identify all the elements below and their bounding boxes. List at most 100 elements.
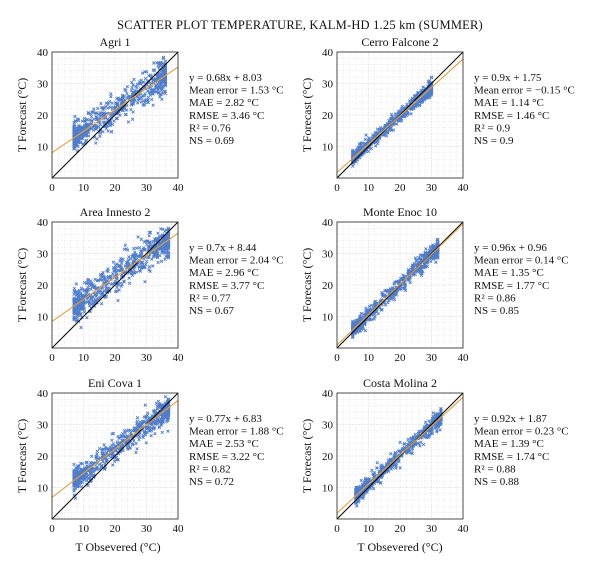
data-point	[84, 133, 88, 138]
data-point	[97, 291, 102, 295]
data-point	[418, 444, 422, 448]
data-point	[388, 117, 393, 122]
data-point	[163, 257, 167, 262]
data-point	[152, 426, 156, 430]
data-point	[155, 82, 160, 86]
data-point	[125, 91, 129, 96]
data-point	[392, 463, 396, 467]
stat-label: MAE = 2.53 °C	[189, 438, 259, 450]
data-point	[84, 118, 88, 122]
data-point	[438, 428, 442, 432]
data-point	[126, 258, 131, 262]
data-point	[111, 260, 116, 264]
data-point	[389, 126, 393, 130]
data-point	[139, 100, 144, 104]
data-point	[401, 446, 406, 451]
data-point	[425, 435, 429, 440]
data-point	[394, 462, 399, 466]
data-point	[351, 335, 355, 340]
data-point	[110, 101, 114, 105]
data-point	[89, 114, 94, 119]
data-point	[132, 271, 136, 275]
data-point	[96, 278, 101, 283]
data-point	[142, 98, 146, 103]
data-point	[392, 294, 396, 298]
panel-title: Agri 1	[100, 35, 131, 49]
data-point	[79, 301, 84, 305]
data-point	[161, 56, 165, 61]
data-point	[406, 269, 411, 273]
data-point	[156, 260, 160, 265]
data-point	[414, 102, 418, 106]
stat-label: NS = 0.9	[474, 135, 514, 147]
data-point	[423, 420, 428, 424]
data-point	[79, 484, 84, 489]
data-point	[145, 425, 149, 430]
data-point	[77, 288, 82, 293]
identity-line	[51, 221, 179, 349]
data-point	[159, 92, 163, 97]
data-point	[160, 430, 164, 435]
data-point	[122, 428, 127, 433]
scatter-panel-4: 0 10 20 30 40 10 20 30 40 Monte Enoc 10 T Forecast…	[300, 205, 569, 364]
data-point	[86, 111, 91, 116]
data-point	[139, 253, 143, 258]
data-point	[83, 465, 87, 470]
data-point	[166, 429, 170, 433]
data-point	[139, 424, 143, 429]
panel-title: Area Innesto 2	[80, 205, 151, 219]
data-point	[388, 451, 393, 456]
data-point	[121, 108, 125, 112]
y-tick-label: 30	[322, 420, 334, 432]
stat-label: NS = 0.88	[474, 476, 520, 488]
data-point	[92, 301, 96, 305]
data-point	[163, 70, 167, 74]
data-point	[72, 129, 76, 134]
data-point	[398, 466, 402, 470]
x-tick-label: 40	[173, 182, 185, 194]
stat-label: MAE = 1.39 °C	[474, 438, 544, 450]
panel-title: Monte Enoc 10	[363, 205, 437, 219]
y-tick-label: 10	[322, 312, 334, 324]
data-point	[73, 119, 78, 123]
data-point	[163, 250, 168, 255]
data-point	[93, 277, 97, 282]
data-point	[146, 255, 150, 260]
x-tick-label: 20	[110, 352, 122, 364]
data-point	[78, 461, 83, 466]
data-point	[429, 83, 433, 87]
data-point	[413, 442, 418, 447]
data-point	[72, 484, 76, 488]
data-point	[375, 466, 379, 470]
data-point	[351, 324, 356, 328]
data-point	[72, 133, 76, 138]
y-axis-label: T Forecast (°C)	[300, 248, 314, 323]
data-point	[126, 428, 131, 432]
data-point	[72, 145, 76, 150]
data-point	[383, 289, 387, 293]
data-point	[102, 280, 106, 285]
data-point	[72, 487, 76, 492]
fit-line	[51, 66, 179, 154]
data-point	[160, 403, 164, 407]
data-point	[386, 300, 390, 305]
data-point	[434, 250, 439, 255]
data-point	[95, 137, 99, 141]
data-point	[163, 80, 168, 85]
data-point	[356, 499, 360, 504]
data-point	[110, 443, 114, 448]
stat-label: y = 0.9x + 1.75	[474, 72, 542, 84]
data-point	[414, 258, 418, 263]
data-point	[113, 268, 117, 272]
stat-label: y = 0.68x + 8.03	[189, 72, 262, 84]
fit-line	[336, 58, 464, 173]
data-point	[133, 98, 137, 103]
stat-label: Mean error = 0.14 °C	[474, 255, 569, 267]
data-point	[140, 419, 145, 424]
data-point	[123, 112, 128, 117]
data-point	[115, 289, 119, 293]
y-tick-label: 20	[322, 110, 334, 122]
x-tick-label: 30	[141, 182, 153, 194]
x-axis-label-left: T Obsevered (°C)	[75, 540, 161, 554]
data-point	[151, 264, 155, 268]
